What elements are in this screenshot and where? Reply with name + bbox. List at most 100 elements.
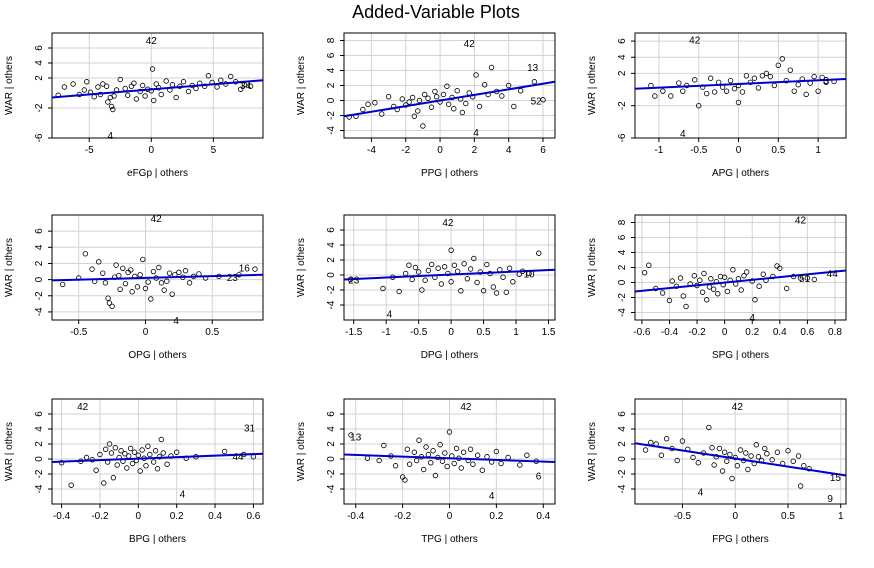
points xyxy=(58,436,257,488)
data-point xyxy=(164,278,170,284)
y-tick-label: 6 xyxy=(34,228,45,234)
data-point xyxy=(372,100,378,106)
x-tick-label: 0.2 xyxy=(489,511,503,522)
data-point xyxy=(428,104,435,110)
data-point xyxy=(695,460,701,466)
data-point xyxy=(445,101,452,107)
data-point xyxy=(102,280,109,286)
grid xyxy=(344,399,555,504)
data-point xyxy=(82,251,89,257)
data-point xyxy=(205,73,212,79)
data-point xyxy=(106,441,113,447)
x-tick-label: 0 xyxy=(136,511,142,522)
data-point xyxy=(505,82,512,89)
data-point xyxy=(131,449,138,455)
data-point xyxy=(430,448,436,454)
point-label: 23 xyxy=(348,276,360,287)
points xyxy=(347,247,542,296)
data-point xyxy=(461,261,467,267)
data-point xyxy=(122,280,129,287)
data-point xyxy=(156,264,162,271)
plot-frame xyxy=(51,398,264,505)
x-tick-label: -0.2 xyxy=(394,511,412,522)
data-point xyxy=(392,463,399,469)
data-point xyxy=(707,75,714,81)
data-point xyxy=(738,287,744,293)
data-point xyxy=(815,88,821,94)
x-tick-label: -0.5 xyxy=(674,511,692,522)
data-point xyxy=(173,94,179,101)
data-point xyxy=(145,443,151,449)
y-tick-label: 0 xyxy=(326,456,337,462)
y-tick-label: -4 xyxy=(326,300,337,309)
x-tick-label: -0.4 xyxy=(661,327,679,338)
data-point xyxy=(228,73,234,80)
point-label: 42 xyxy=(442,218,454,229)
data-point xyxy=(100,270,106,276)
regression-line xyxy=(51,452,264,463)
data-point xyxy=(70,81,76,87)
data-point xyxy=(158,91,164,98)
data-point xyxy=(108,103,115,110)
data-point xyxy=(680,88,686,94)
data-point xyxy=(439,458,446,464)
data-point xyxy=(404,446,410,452)
data-point xyxy=(490,284,497,290)
data-point xyxy=(767,73,774,80)
data-point xyxy=(692,77,698,83)
data-point xyxy=(751,75,758,81)
data-point xyxy=(709,445,715,451)
data-point xyxy=(137,468,143,474)
panel-8: -0.4 -0.2 0 0.2 0.4 -4 -2 0 2 4 6 TPG | others WAR |… xyxy=(296,398,556,545)
data-point xyxy=(444,83,450,89)
data-point xyxy=(458,465,464,471)
y-tick-label: 2 xyxy=(34,75,45,81)
data-point xyxy=(454,88,460,94)
data-point xyxy=(139,447,145,453)
regression-line xyxy=(343,268,556,281)
point-label: 4 xyxy=(180,490,186,501)
regression-line xyxy=(51,273,264,282)
data-point xyxy=(425,451,432,458)
x-axis-label: PPG | others xyxy=(421,168,478,179)
data-point xyxy=(498,460,504,467)
data-point xyxy=(437,442,443,448)
point-label: 4 xyxy=(489,491,495,502)
data-point xyxy=(666,297,673,304)
data-point xyxy=(804,275,811,281)
data-point xyxy=(142,285,149,292)
data-point xyxy=(458,288,464,294)
y-tick-label: 4 xyxy=(617,249,628,255)
data-point xyxy=(760,271,766,277)
y-tick-label: -2 xyxy=(617,101,628,110)
y-tick-label: 6 xyxy=(617,38,628,44)
data-point xyxy=(691,273,698,279)
data-point xyxy=(380,285,386,292)
data-point xyxy=(110,106,116,113)
y-tick-label: 0 xyxy=(617,456,628,462)
data-point xyxy=(716,445,723,452)
y-tick-label: 6 xyxy=(34,45,45,51)
data-point xyxy=(376,457,382,464)
y-tick-label: 0 xyxy=(326,272,337,278)
y-tick-label: 6 xyxy=(326,411,337,417)
x-tick-label: -1 xyxy=(382,327,391,338)
x-tick-label: 0.2 xyxy=(170,511,184,522)
x-tick-label: 0 xyxy=(722,327,728,338)
x-tick-label: 0.6 xyxy=(800,327,814,338)
data-point xyxy=(737,447,744,453)
point-label: 13 xyxy=(527,63,539,74)
data-point xyxy=(536,250,542,256)
y-tick-label: 4 xyxy=(617,426,628,432)
data-point xyxy=(704,297,710,303)
data-point xyxy=(409,94,416,101)
data-point xyxy=(109,303,115,309)
data-point xyxy=(500,274,506,280)
data-point xyxy=(425,267,432,274)
data-point xyxy=(421,91,428,98)
data-point xyxy=(679,438,686,444)
data-point xyxy=(81,87,87,93)
data-point xyxy=(402,477,408,483)
data-point xyxy=(701,270,707,277)
y-tick-label: 0 xyxy=(34,276,45,282)
